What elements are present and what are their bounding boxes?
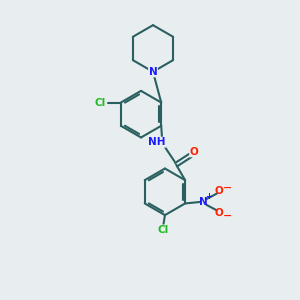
Text: −: − <box>223 183 232 193</box>
Text: O: O <box>215 186 224 196</box>
Text: −: − <box>223 211 232 221</box>
Text: N: N <box>199 197 208 207</box>
Text: Cl: Cl <box>158 225 169 235</box>
Text: Cl: Cl <box>94 98 106 107</box>
Text: O: O <box>215 208 224 218</box>
Text: NH: NH <box>148 137 166 147</box>
Text: O: O <box>190 147 198 157</box>
Text: +: + <box>205 192 212 201</box>
Text: N: N <box>148 67 158 77</box>
